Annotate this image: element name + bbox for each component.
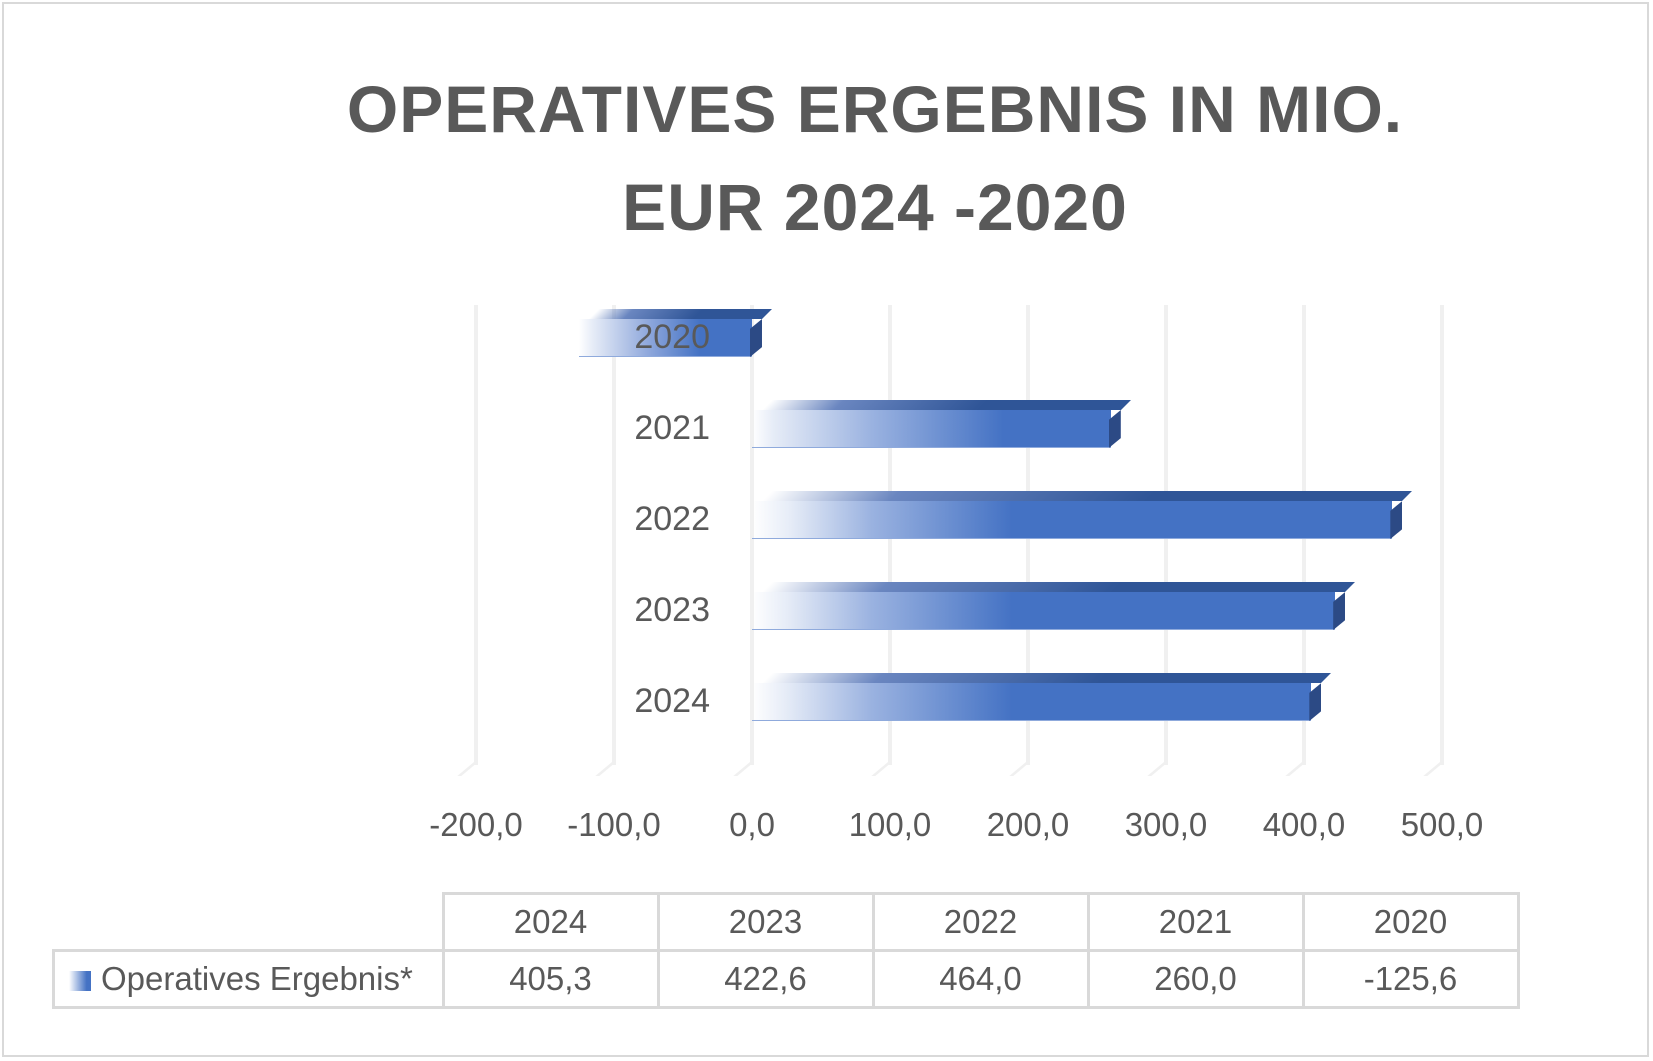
data-table-corner xyxy=(53,893,445,952)
y-category-label: 2020 xyxy=(634,318,710,356)
x-tick-label: 500,0 xyxy=(1400,806,1484,843)
data-table-header: 2020 xyxy=(1301,892,1520,952)
gridline xyxy=(1440,305,1444,765)
data-table-header: 2022 xyxy=(871,892,1090,952)
x-tick-label: -200,0 xyxy=(429,806,523,843)
bar-2020 xyxy=(578,309,772,357)
y-category-label: 2023 xyxy=(634,591,710,629)
data-table-header: 2023 xyxy=(656,892,875,952)
y-category-label: 2024 xyxy=(634,682,710,720)
bar-2021 xyxy=(752,400,1131,448)
bar-side-face xyxy=(1333,592,1346,630)
bar-side-face xyxy=(749,319,762,357)
data-table-cell: 405,3 xyxy=(441,949,660,1009)
y-category-label: 2022 xyxy=(634,500,710,538)
data-table-cell: -125,6 xyxy=(1301,949,1520,1009)
data-table-cell: 422,6 xyxy=(656,949,875,1009)
data-table-header: 2021 xyxy=(1086,892,1305,952)
x-tick-label: 400,0 xyxy=(1262,806,1346,843)
bar-front-face xyxy=(752,683,1312,721)
x-tick-label: 200,0 xyxy=(986,806,1070,843)
x-tick-label: 300,0 xyxy=(1124,806,1208,843)
data-table-header-row: 2024 2023 2022 2021 2020 xyxy=(53,892,1520,952)
bar-top-face xyxy=(762,491,1413,501)
bar-2024 xyxy=(752,673,1332,721)
bar-2023 xyxy=(752,582,1356,630)
bar-front-face xyxy=(752,592,1336,630)
legend-entry: Operatives Ergebnis* xyxy=(52,949,445,1009)
bar-side-face xyxy=(1390,501,1403,539)
gridline xyxy=(474,305,478,765)
data-table-header: 2024 xyxy=(441,892,660,952)
chart-title-line-1: OPERATIVES ERGEBNIS IN MIO. xyxy=(346,72,1404,146)
data-table-cell: 464,0 xyxy=(871,949,1090,1009)
legend-label: Operatives Ergebnis* xyxy=(101,960,413,997)
bar-front-face xyxy=(752,410,1111,448)
chart-title-line-2: EUR 2024 -2020 xyxy=(622,170,1128,244)
x-tick-label: -100,0 xyxy=(567,806,661,843)
y-category-label: 2021 xyxy=(634,409,710,447)
bar-top-face xyxy=(762,400,1131,410)
bar-2022 xyxy=(752,491,1413,539)
legend-key-icon xyxy=(69,971,91,992)
bar-front-face xyxy=(752,501,1393,539)
bar-top-face xyxy=(762,673,1332,683)
gridline xyxy=(612,305,616,765)
data-table-row: Operatives Ergebnis* 405,3 422,6 464,0 2… xyxy=(52,949,1520,1009)
bar-side-face xyxy=(1309,683,1322,721)
data-table-cell: 260,0 xyxy=(1086,949,1305,1009)
bar-top-face xyxy=(762,582,1356,592)
data-table: 2024 2023 2022 2021 2020 Operatives Erge… xyxy=(52,892,1520,1009)
x-tick-label: 0,0 xyxy=(729,806,775,843)
x-tick-label: 100,0 xyxy=(848,806,932,843)
chart-title: OPERATIVES ERGEBNIS IN MIO. EUR 2024 -20… xyxy=(260,60,1490,256)
bar-front-face xyxy=(578,319,752,357)
bar-side-face xyxy=(1108,410,1121,448)
